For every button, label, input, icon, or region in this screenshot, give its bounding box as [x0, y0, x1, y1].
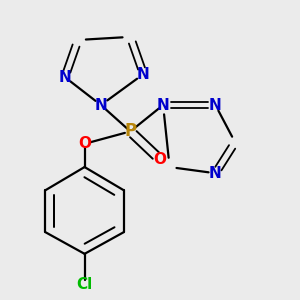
Text: O: O [78, 136, 91, 151]
Text: Cl: Cl [76, 277, 93, 292]
Text: N: N [137, 67, 150, 82]
Text: N: N [209, 98, 222, 112]
Text: N: N [94, 98, 107, 112]
Text: P: P [124, 122, 136, 140]
Text: N: N [157, 98, 169, 112]
Text: N: N [209, 166, 222, 181]
Text: O: O [153, 152, 166, 167]
Text: N: N [58, 70, 71, 85]
